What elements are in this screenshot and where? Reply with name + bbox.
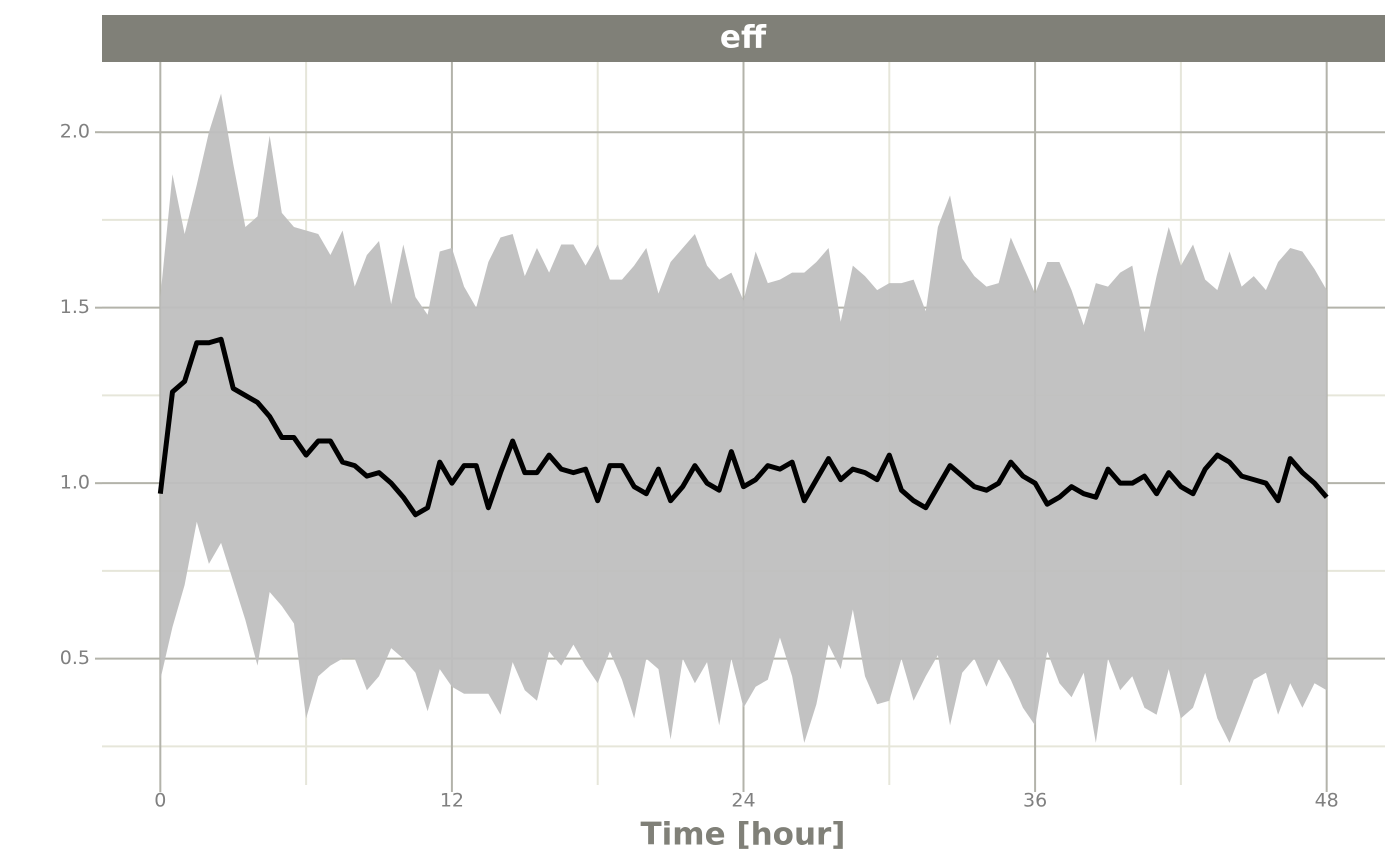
- x-tick-label: 36: [1023, 790, 1047, 812]
- y-tick-label: 1.5: [60, 296, 90, 318]
- x-axis-label: Time [hour]: [641, 817, 846, 853]
- ribbon: [160, 93, 1327, 743]
- y-tick-label: 2.0: [60, 121, 90, 143]
- x-tick-label: 12: [440, 790, 464, 812]
- y-tick-label: 0.5: [60, 647, 90, 669]
- median-line: [157, 336, 1329, 518]
- strip: [102, 15, 1385, 62]
- y-tick-label: 1.0: [60, 472, 90, 494]
- x-tick-label: 48: [1315, 790, 1339, 812]
- strip-title: eff: [720, 20, 767, 56]
- x-tick-label: 0: [154, 790, 166, 812]
- x-tick-label: 24: [731, 790, 755, 812]
